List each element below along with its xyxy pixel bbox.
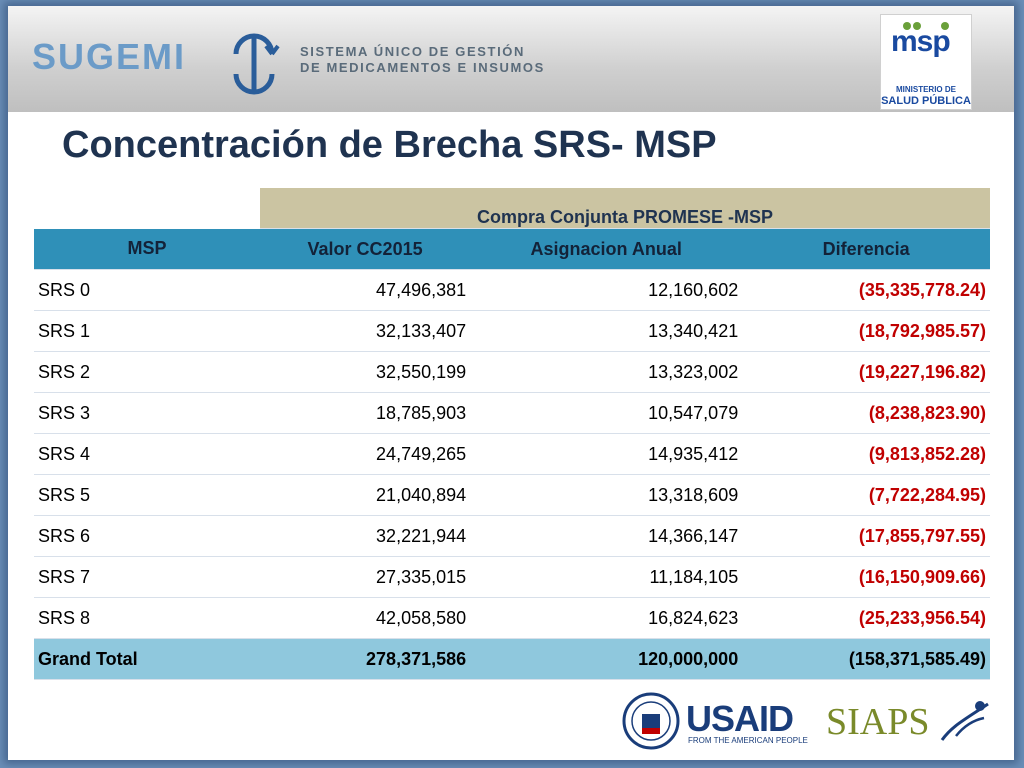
sugemi-subtitle: SISTEMA ÚNICO DE GESTIÓN DE MEDICAMENTOS… (300, 44, 545, 76)
row-valor: 47,496,381 (260, 269, 471, 311)
row-asignacion: 10,547,079 (470, 392, 743, 434)
row-asignacion: 11,184,105 (470, 556, 743, 598)
msp-logo-text: msp (891, 25, 951, 58)
sugemi-subtitle-line1: SISTEMA ÚNICO DE GESTIÓN (300, 44, 525, 59)
row-valor: 24,749,265 (260, 433, 471, 475)
header-banner: SUGEMI SISTEMA ÚNICO DE GESTIÓN DE MEDIC… (8, 6, 1014, 112)
total-asignacion: 120,000,000 (470, 638, 743, 680)
column-header-asignacion: Asignacion Anual (470, 228, 743, 270)
row-valor: 27,335,015 (260, 556, 471, 598)
row-asignacion: 16,824,623 (470, 597, 743, 639)
slide: SUGEMI SISTEMA ÚNICO DE GESTIÓN DE MEDIC… (8, 6, 1014, 760)
row-name: SRS 0 (34, 269, 260, 311)
row-diferencia: (19,227,196.82) (742, 351, 990, 393)
total-row: Grand Total 278,371,586 120,000,000 (158… (34, 638, 990, 680)
row-name: SRS 7 (34, 556, 260, 598)
group-header-empty (34, 188, 260, 229)
row-valor: 32,221,944 (260, 515, 471, 557)
row-name: SRS 3 (34, 392, 260, 434)
row-valor: 32,133,407 (260, 310, 471, 352)
table-row: SRS 3 18,785,903 10,547,079 (8,238,823.90) (34, 392, 990, 434)
row-asignacion: 13,340,421 (470, 310, 743, 352)
table-row: SRS 6 32,221,944 14,366,147 (17,855,797.55) (34, 515, 990, 557)
total-name: Grand Total (34, 638, 260, 680)
row-valor: 42,058,580 (260, 597, 471, 639)
sugemi-logo-text: SUGEMI (32, 36, 187, 77)
siaps-figure-icon (940, 701, 989, 741)
row-asignacion: 13,323,002 (470, 351, 743, 393)
group-header-row: Compra Conjunta PROMESE -MSP (34, 188, 990, 229)
ministry-logo: msp MINISTERIO DE SALUD PÚBLICA (880, 14, 972, 110)
column-header-diferencia: Diferencia (742, 228, 990, 270)
total-valor: 278,371,586 (260, 638, 471, 680)
data-table: Compra Conjunta PROMESE -MSP MSP Valor C… (34, 188, 990, 680)
row-diferencia: (17,855,797.55) (742, 515, 990, 557)
row-name: SRS 1 (34, 310, 260, 352)
usaid-tagline: FROM THE AMERICAN PEOPLE (688, 736, 808, 745)
row-name: SRS 2 (34, 351, 260, 393)
row-asignacion: 14,935,412 (470, 433, 743, 475)
column-header-row: MSP Valor CC2015 Asignacion Anual Difere… (34, 228, 990, 270)
row-name: SRS 6 (34, 515, 260, 557)
row-diferencia: (9,813,852.28) (742, 433, 990, 475)
sugemi-logo-icon (233, 33, 280, 95)
sugemi-subtitle-line2: DE MEDICAMENTOS E INSUMOS (300, 60, 545, 75)
row-valor: 32,550,199 (260, 351, 471, 393)
row-valor: 18,785,903 (260, 392, 471, 434)
row-name: SRS 8 (34, 597, 260, 639)
row-diferencia: (7,722,284.95) (742, 474, 990, 516)
table-row: SRS 4 24,749,265 14,935,412 (9,813,852.28) (34, 433, 990, 475)
row-diferencia: (35,335,778.24) (742, 269, 990, 311)
table-row: SRS 0 47,496,381 12,160,602 (35,335,778.24) (34, 269, 990, 311)
column-header-msp: MSP (34, 228, 260, 270)
row-name: SRS 5 (34, 474, 260, 516)
row-diferencia: (18,792,985.57) (742, 310, 990, 352)
row-asignacion: 14,366,147 (470, 515, 743, 557)
usaid-logo-text: USAID (686, 698, 794, 739)
row-asignacion: 12,160,602 (470, 269, 743, 311)
siaps-logo-text: SIAPS (826, 701, 930, 743)
row-diferencia: (16,150,909.66) (742, 556, 990, 598)
table-body: SRS 0 47,496,381 12,160,602 (35,335,778.24)… (34, 269, 990, 639)
total-diferencia: (158,371,585.49) (742, 638, 990, 680)
table-row: SRS 8 42,058,580 16,824,623 (25,233,956.54) (34, 597, 990, 639)
row-diferencia: (25,233,956.54) (742, 597, 990, 639)
table-row: SRS 1 32,133,407 13,340,421 (18,792,985.57) (34, 310, 990, 352)
column-header-valor: Valor CC2015 (260, 228, 471, 270)
usaid-seal-icon (622, 692, 680, 750)
row-valor: 21,040,894 (260, 474, 471, 516)
group-header: Compra Conjunta PROMESE -MSP (260, 188, 990, 229)
ministry-line1: MINISTERIO DE (895, 85, 956, 94)
row-asignacion: 13,318,609 (470, 474, 743, 516)
row-name: SRS 4 (34, 433, 260, 475)
row-diferencia: (8,238,823.90) (742, 392, 990, 434)
msp-dots-icon (903, 22, 949, 30)
ministry-line2: SALUD PÚBLICA (881, 95, 971, 107)
table-row: SRS 5 21,040,894 13,318,609 (7,722,284.95) (34, 474, 990, 516)
page-title: Concentración de Brecha SRS- MSP (62, 124, 717, 166)
table-row: SRS 7 27,335,015 11,184,105 (16,150,909.66) (34, 556, 990, 598)
table-row: SRS 2 32,550,199 13,323,002 (19,227,196.82) (34, 351, 990, 393)
